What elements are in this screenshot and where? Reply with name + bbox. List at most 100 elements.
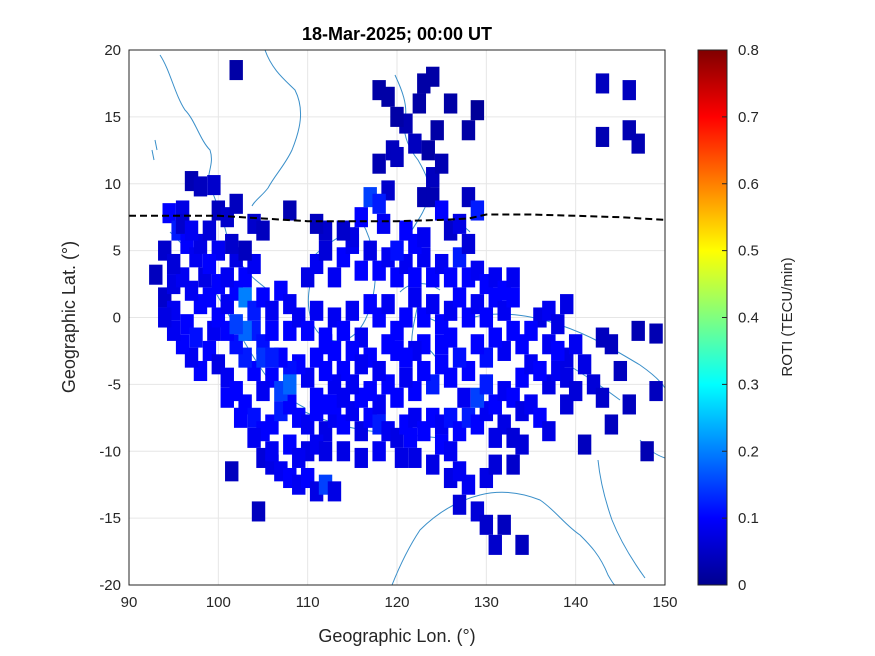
roti-cell: [220, 267, 234, 288]
x-tick-label: 110: [296, 594, 320, 611]
roti-cell: [408, 287, 422, 308]
x-tick-labels: 90 100 110 120 130 140 150: [121, 594, 678, 611]
roti-cell: [470, 334, 485, 355]
roti-cell: [265, 300, 279, 321]
roti-cell: [162, 203, 176, 224]
roti-cell: [649, 323, 663, 344]
roti-cell: [372, 193, 386, 214]
roti-cell: [247, 427, 261, 448]
roti-cell: [336, 387, 351, 408]
roti-cell: [461, 474, 476, 495]
roti-cell: [300, 320, 315, 341]
roti-cell: [568, 381, 583, 402]
roti-cell: [376, 213, 391, 234]
roti-cell: [207, 175, 221, 196]
roti-cell: [390, 340, 404, 361]
roti-cell: [426, 454, 440, 475]
roti-cell: [604, 334, 619, 355]
colorbar-tick-label: 0.3: [738, 376, 759, 393]
colorbar-tick-label: 0.2: [738, 443, 759, 460]
roti-cell: [390, 146, 404, 168]
plot-area-frame: [128, 49, 666, 586]
roti-cell: [327, 481, 342, 502]
y-axis-label: Geographic Lat. (°): [59, 241, 79, 393]
roti-cell: [443, 93, 458, 114]
roti-cell: [354, 354, 368, 375]
roti-cell: [479, 307, 494, 328]
roti-cell: [470, 100, 485, 121]
roti-cell: [381, 86, 395, 107]
roti-cell: [631, 133, 645, 154]
roti-cell: [336, 220, 351, 241]
roti-cell: [309, 213, 324, 234]
roti-cell: [434, 200, 449, 221]
roti-cell: [551, 340, 565, 361]
roti-cell: [336, 441, 351, 462]
roti-cell: [354, 447, 368, 468]
roti-cell: [421, 140, 435, 161]
roti-cell: [631, 320, 645, 341]
y-tick-label: 15: [104, 109, 121, 126]
roti-cell: [372, 441, 386, 462]
roti-cell: [417, 360, 431, 382]
y-tick-label: -15: [99, 510, 121, 527]
colorbar-tick-label: 0.1: [738, 510, 759, 527]
roti-cell: [515, 434, 529, 455]
roti-cell: [408, 133, 422, 154]
roti-cell: [394, 447, 409, 468]
roti-cell: [220, 387, 234, 408]
roti-cell: [488, 454, 502, 475]
roti-cell: [166, 253, 181, 275]
roti-cell: [434, 153, 449, 174]
roti-cell: [649, 381, 663, 402]
roti-cell: [568, 334, 583, 355]
colorbar-tick-label: 0.8: [738, 42, 759, 59]
roti-cell: [372, 360, 386, 382]
roti-cell: [412, 93, 427, 114]
roti-cell: [390, 240, 404, 261]
roti-cell: [202, 220, 217, 241]
roti-cell: [595, 387, 610, 408]
roti-cell: [283, 374, 297, 395]
roti-cell: [461, 233, 476, 254]
x-tick-label: 90: [121, 594, 138, 611]
roti-cells: [149, 60, 663, 555]
colorbar-tick-label: 0.6: [738, 176, 759, 193]
y-tick-labels: 20 15 10 5 0 -5 -10 -15 -20: [99, 42, 121, 594]
roti-cell: [452, 213, 467, 234]
roti-cell: [158, 307, 172, 328]
roti-cell: [399, 307, 413, 328]
roti-cell: [452, 494, 467, 515]
roti-cell: [336, 320, 351, 341]
roti-cell: [149, 264, 163, 285]
x-tick-label: 100: [206, 594, 231, 611]
roti-cell: [506, 320, 520, 341]
roti-cell: [551, 314, 565, 335]
roti-cell: [506, 454, 520, 475]
roti-cell: [403, 427, 418, 448]
roti-cell: [408, 447, 422, 468]
y-tick-label: 10: [104, 176, 121, 193]
roti-cell: [225, 461, 239, 482]
coastline-small-islands: [151, 139, 665, 459]
roti-cell: [457, 387, 471, 408]
roti-cell: [184, 220, 199, 241]
roti-cell: [434, 354, 449, 375]
roti-cell: [318, 334, 333, 355]
roti-cell: [622, 80, 636, 101]
roti-cell: [265, 441, 279, 462]
chart-title: 18-Mar-2025; 00:00 UT: [302, 24, 492, 44]
roti-cell: [488, 534, 502, 555]
x-tick-label: 150: [652, 594, 677, 611]
roti-cell: [229, 314, 243, 335]
x-tick-label: 130: [474, 594, 499, 611]
roti-cell: [479, 514, 494, 535]
coastline-australia: [391, 459, 646, 585]
roti-cell: [533, 360, 547, 382]
y-tick-label: -10: [99, 443, 121, 460]
roti-cell: [577, 434, 592, 455]
roti-cell: [265, 347, 279, 368]
roti-cell: [372, 153, 386, 174]
colorbar-tick-labels: 0.8 0.7 0.6 0.5 0.4 0.3 0.2 0.1 0: [722, 42, 759, 594]
roti-cell: [515, 534, 529, 555]
